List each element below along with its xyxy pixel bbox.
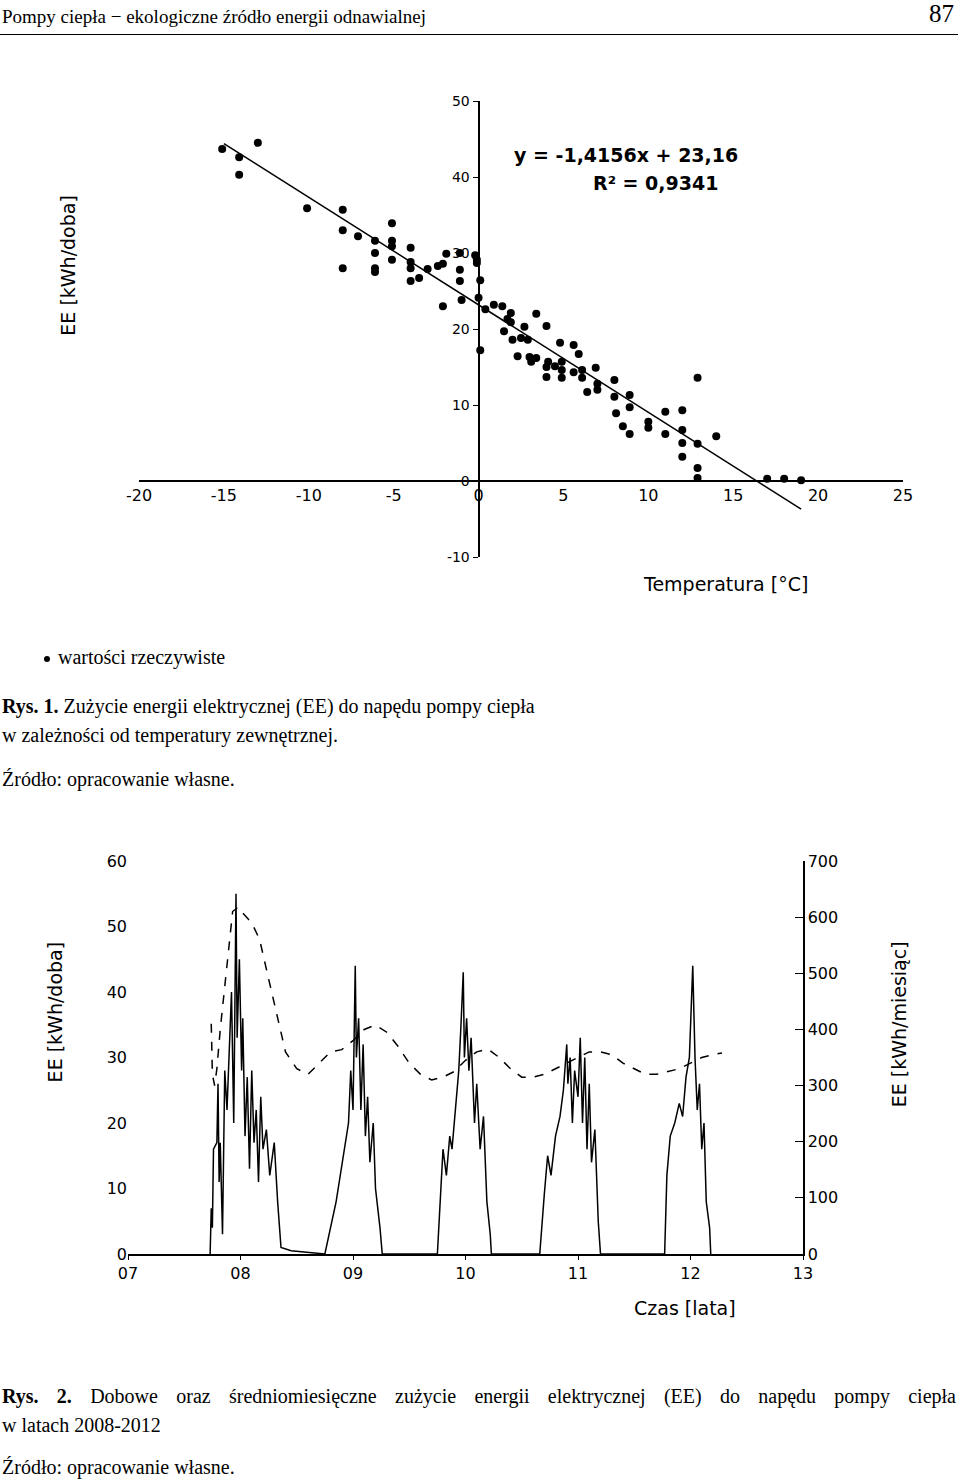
svg-text:200: 200 xyxy=(808,1132,839,1151)
html-text:Rys. 1. Zużycie energii elektr: Rys. 1. Zużycie energii elektrycznej (EE… xyxy=(2,695,535,717)
svg-text:07: 07 xyxy=(118,1264,138,1283)
svg-text:13: 13 xyxy=(793,1264,813,1283)
svg-text:20: 20 xyxy=(452,321,470,337)
svg-text:Temperatura [°C]: Temperatura [°C] xyxy=(643,573,808,595)
svg-text:11: 11 xyxy=(568,1264,588,1283)
svg-text:-5: -5 xyxy=(386,486,402,505)
svg-text:30: 30 xyxy=(452,245,470,261)
svg-text:Czas [lata]: Czas [lata] xyxy=(634,1297,736,1319)
svg-text:30: 30 xyxy=(107,1048,127,1067)
svg-text:40: 40 xyxy=(107,983,127,1002)
svg-text:700: 700 xyxy=(808,852,839,871)
svg-text:0: 0 xyxy=(117,1245,127,1264)
svg-text:-10: -10 xyxy=(296,486,322,505)
svg-text:EE [kWh/doba]: EE [kWh/doba] xyxy=(57,195,79,336)
html-text:87: 87 xyxy=(929,0,954,27)
svg-text:y = -1,4156x + 23,16: y = -1,4156x + 23,16 xyxy=(514,144,738,166)
svg-text:100: 100 xyxy=(808,1188,839,1207)
svg-text:400: 400 xyxy=(808,1020,839,1039)
html-text:Pompy ciepła − ekologiczne źró: Pompy ciepła − ekologiczne źródło energi… xyxy=(2,6,426,27)
svg-text:15: 15 xyxy=(723,486,743,505)
html-text:Rys. 2. Dobowe oraz średniomie: Rys. 2. Dobowe oraz średniomiesięczne zu… xyxy=(2,1385,956,1407)
svg-text:R² = 0,9341: R² = 0,9341 xyxy=(593,172,718,194)
svg-text:10: 10 xyxy=(452,397,470,413)
svg-text:EE [kWh/doba]: EE [kWh/doba] xyxy=(44,942,66,1083)
svg-text:-15: -15 xyxy=(211,486,237,505)
svg-text:25: 25 xyxy=(893,486,913,505)
svg-text:50: 50 xyxy=(107,917,127,936)
svg-text:-10: -10 xyxy=(447,549,470,565)
html-text:Źródło: opracowanie własne.: Źródło: opracowanie własne. xyxy=(2,768,235,790)
html-text:w latach 2008-2012: w latach 2008-2012 xyxy=(2,1414,161,1436)
svg-text:50: 50 xyxy=(452,93,470,109)
svg-text:300: 300 xyxy=(808,1076,839,1095)
svg-text:12: 12 xyxy=(680,1264,700,1283)
svg-text:0: 0 xyxy=(461,473,470,489)
svg-text:600: 600 xyxy=(808,908,839,927)
svg-text:500: 500 xyxy=(808,964,839,983)
svg-text:10: 10 xyxy=(455,1264,475,1283)
svg-text:10: 10 xyxy=(107,1179,127,1198)
svg-text:-20: -20 xyxy=(126,486,152,505)
svg-text:40: 40 xyxy=(452,169,470,185)
svg-text:20: 20 xyxy=(808,486,828,505)
svg-text:0: 0 xyxy=(808,1245,818,1264)
html-text:wartości rzeczywiste: wartości rzeczywiste xyxy=(58,646,226,668)
svg-text:10: 10 xyxy=(638,486,658,505)
svg-text:20: 20 xyxy=(107,1114,127,1133)
html-text:w zależności od temperatury ze: w zależności od temperatury zewnętrznej. xyxy=(2,724,338,746)
svg-text:09: 09 xyxy=(343,1264,363,1283)
svg-text:08: 08 xyxy=(230,1264,250,1283)
svg-text:60: 60 xyxy=(107,852,127,871)
svg-text:EE [kWh/miesiąc]: EE [kWh/miesiąc] xyxy=(888,941,910,1107)
html-text:Źródło: opracowanie własne.: Źródło: opracowanie własne. xyxy=(2,1456,235,1478)
svg-text:5: 5 xyxy=(558,486,568,505)
svg-text:0: 0 xyxy=(473,486,483,505)
